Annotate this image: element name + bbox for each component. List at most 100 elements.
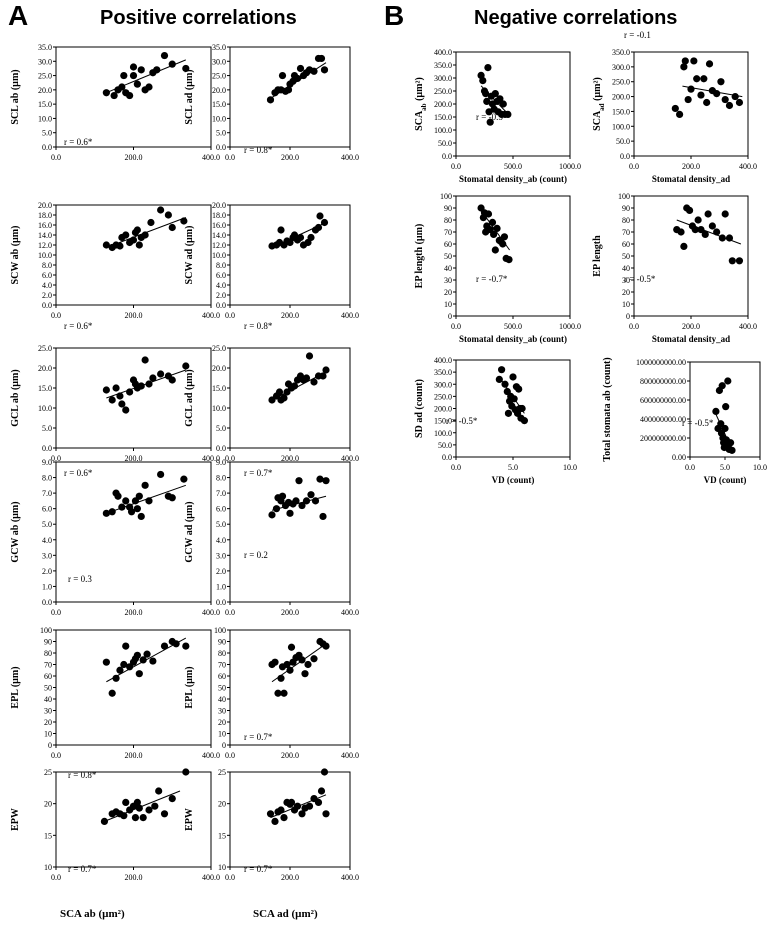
x-tick-label: 200.0 xyxy=(281,873,299,882)
data-point xyxy=(302,374,311,382)
y-tick-label: 10 xyxy=(44,730,52,739)
data-point xyxy=(126,91,134,100)
plot-frame xyxy=(229,461,351,603)
y-axis-label: SCW ab (µm) xyxy=(10,226,21,285)
data-point xyxy=(266,96,275,104)
data-point xyxy=(116,392,124,400)
data-point xyxy=(314,798,323,807)
data-point xyxy=(322,810,330,818)
data-point xyxy=(102,658,110,666)
correlation-annotation: r = -0.5* xyxy=(682,418,714,428)
y-tick-label: 400.0 xyxy=(434,356,452,365)
data-point xyxy=(116,666,124,674)
y-tick-label: 70 xyxy=(622,228,630,237)
y-tick-label: 5.0 xyxy=(216,520,226,529)
data-point xyxy=(102,241,110,249)
y-axis-label: GCL ad (µm) xyxy=(184,369,195,426)
data-point xyxy=(490,230,498,238)
data-point xyxy=(495,375,503,383)
data-point xyxy=(307,233,315,242)
scatter-plot-sd-ad-vs-vd: 0.0 5.0 10.0 0.0 50.0 100.0 150.0 200.0 250.0 300… xyxy=(414,356,577,485)
data-point xyxy=(704,210,712,218)
y-tick-label: 10 xyxy=(218,730,226,739)
y-tick-label: 300.0 xyxy=(612,63,630,72)
data-point xyxy=(691,226,699,234)
correlation-annotation: r = 0.6* xyxy=(64,468,93,478)
y-tick-label: 80 xyxy=(218,649,226,658)
data-point xyxy=(118,503,126,511)
x-axis-label: Stomatal density_ab (count) xyxy=(459,334,567,344)
x-tick-label: 0.0 xyxy=(51,311,61,320)
data-point xyxy=(137,382,145,390)
correlation-annotation: r = 0.7* xyxy=(244,468,273,478)
y-tick-label: 50.0 xyxy=(616,137,630,146)
y-tick-label: 30 xyxy=(44,707,52,716)
data-point xyxy=(479,77,487,85)
data-point xyxy=(118,400,126,408)
y-tick-label: 4.0 xyxy=(42,536,52,545)
y-tick-label: 200.0 xyxy=(434,100,452,109)
y-tick-label: 300.0 xyxy=(434,380,452,389)
bottom-xlabel-right: SCA ad (µm²) xyxy=(253,908,318,920)
data-point xyxy=(484,64,492,72)
y-tick-label: 7.0 xyxy=(42,489,52,498)
data-point xyxy=(271,658,279,666)
x-tick-label: 200.0 xyxy=(125,153,143,162)
y-tick-label: 4.0 xyxy=(42,281,52,290)
y-tick-label: 100 xyxy=(214,626,226,635)
x-tick-label: 500.0 xyxy=(504,322,522,331)
x-tick-label: 400.0 xyxy=(202,454,220,463)
data-point xyxy=(120,660,128,669)
y-tick-label: 0 xyxy=(222,741,226,750)
data-point xyxy=(493,224,501,232)
data-point xyxy=(305,352,314,360)
data-point xyxy=(164,211,172,219)
data-point xyxy=(143,650,151,658)
data-point xyxy=(131,814,140,822)
x-tick-label: 200.0 xyxy=(682,162,700,171)
data-point xyxy=(133,505,141,513)
data-point xyxy=(515,385,523,393)
data-point xyxy=(486,118,494,126)
data-point xyxy=(141,481,149,489)
y-tick-label: 5.0 xyxy=(42,129,52,138)
data-point xyxy=(284,86,293,94)
y-axis-label: Total stomata ab (count) xyxy=(602,357,613,461)
data-point xyxy=(322,477,330,485)
data-point xyxy=(283,660,291,669)
data-point xyxy=(277,806,285,814)
y-tick-label: 1.0 xyxy=(42,582,52,591)
x-tick-label: 0.0 xyxy=(225,608,235,617)
data-point xyxy=(278,71,287,80)
y-tick-label: 12.0 xyxy=(38,241,52,250)
y-tick-label: 150.0 xyxy=(612,107,630,116)
y-tick-label: 2.0 xyxy=(42,291,52,300)
scatter-plot-scl-ab: 0.0 200.0 400.0 0.0 5.0 10.0 15.0 20.0 25.0 30.0 3… xyxy=(10,43,220,162)
y-tick-label: 0 xyxy=(48,741,52,750)
scatter-plot-sca-ab-vs-sd: 0.0 500.0 1000.0 0.0 50.0 100.0 150.0 200.0 250.… xyxy=(414,48,581,184)
x-tick-label: 200.0 xyxy=(125,751,143,760)
y-tick-label: 15.0 xyxy=(212,384,226,393)
y-tick-label: 6.0 xyxy=(216,271,226,280)
data-point xyxy=(301,670,309,678)
data-point xyxy=(302,497,311,505)
data-point xyxy=(293,802,302,810)
data-point xyxy=(157,370,165,378)
scatter-plot-ep-length-vs-sd-ad: 0.0 200.0 400.0 0 10 20 30 40 50 60 70 80 90 100 EP le… xyxy=(592,192,757,344)
data-point xyxy=(149,374,157,382)
data-point xyxy=(311,497,320,505)
data-point xyxy=(697,91,705,99)
x-tick-label: 0.0 xyxy=(629,322,639,331)
data-point xyxy=(721,95,729,104)
data-point xyxy=(483,97,491,105)
data-point xyxy=(133,798,141,807)
y-tick-label: 6.0 xyxy=(42,271,52,280)
y-axis-label: SCAab (µm²) xyxy=(414,77,428,131)
y-tick-label: 90 xyxy=(444,204,452,213)
data-point xyxy=(712,407,720,415)
data-point xyxy=(498,366,506,374)
data-point xyxy=(271,817,279,826)
y-tick-label: 20 xyxy=(44,718,52,727)
data-point xyxy=(172,640,180,648)
y-tick-label: 10.0 xyxy=(212,251,226,260)
